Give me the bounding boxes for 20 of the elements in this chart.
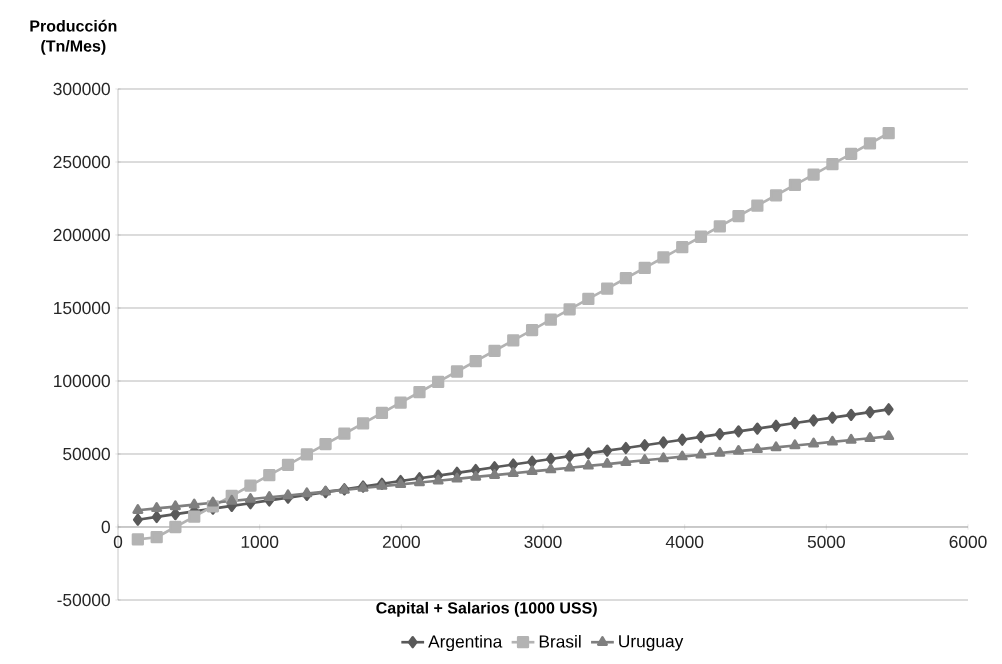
y-tick-label: -50000 (57, 593, 110, 607)
y-tick-label: 250000 (53, 155, 110, 169)
x-tick-label: 2000 (382, 535, 420, 548)
y-tick-label: 50000 (63, 447, 110, 461)
y-tick-label: 150000 (54, 301, 110, 315)
x-tick-label: 5000 (807, 535, 845, 548)
legend-label: Uruguay (619, 635, 684, 651)
x-tick-label: 0 (113, 535, 123, 548)
y-tick-label: 200000 (53, 228, 110, 242)
x-tick-label: 3000 (524, 535, 562, 548)
legend-label: Brasil (539, 634, 581, 648)
x-tick-label: 1000 (241, 535, 279, 548)
x-axis-title: Capital + Salarios (1000 USS) (376, 601, 597, 617)
x-tick-label: 4000 (665, 535, 704, 548)
x-tick-label: 6000 (949, 535, 987, 548)
legend-label: Argentina (428, 634, 503, 652)
y-tick-label: 0 (101, 520, 110, 534)
y-axis-title: Producción (Tn/Mes) (30, 19, 117, 55)
y-tick-label: 300000 (53, 82, 110, 96)
y-tick-label: 100000 (54, 374, 110, 388)
